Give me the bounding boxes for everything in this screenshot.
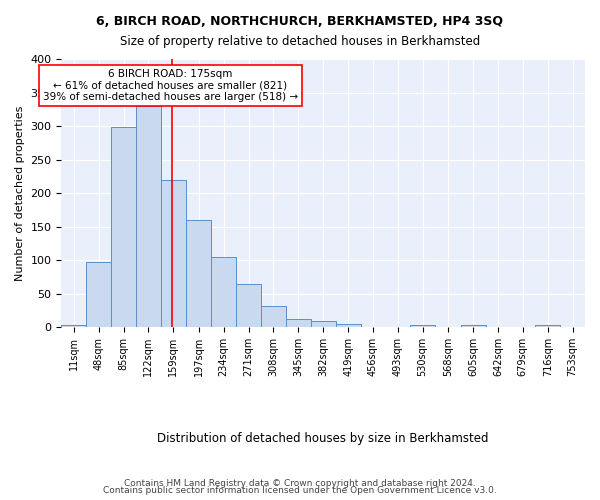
- Bar: [187, 220, 211, 328]
- Bar: [236, 284, 261, 328]
- Bar: [61, 326, 86, 328]
- Text: 6, BIRCH ROAD, NORTHCHURCH, BERKHAMSTED, HP4 3SQ: 6, BIRCH ROAD, NORTHCHURCH, BERKHAMSTED,…: [97, 15, 503, 28]
- Bar: [461, 326, 485, 328]
- Bar: [261, 306, 286, 328]
- Bar: [335, 324, 361, 328]
- Bar: [211, 257, 236, 328]
- Text: 6 BIRCH ROAD: 175sqm
← 61% of detached houses are smaller (821)
39% of semi-deta: 6 BIRCH ROAD: 175sqm ← 61% of detached h…: [43, 69, 298, 102]
- Bar: [86, 262, 111, 328]
- Text: Contains public sector information licensed under the Open Government Licence v3: Contains public sector information licen…: [103, 486, 497, 495]
- Bar: [111, 127, 136, 328]
- Text: Contains HM Land Registry data © Crown copyright and database right 2024.: Contains HM Land Registry data © Crown c…: [124, 478, 476, 488]
- Bar: [311, 320, 335, 328]
- X-axis label: Distribution of detached houses by size in Berkhamsted: Distribution of detached houses by size …: [157, 432, 489, 445]
- Text: Size of property relative to detached houses in Berkhamsted: Size of property relative to detached ho…: [120, 35, 480, 48]
- Bar: [535, 326, 560, 328]
- Bar: [161, 180, 186, 328]
- Bar: [410, 326, 435, 328]
- Bar: [361, 326, 385, 328]
- Bar: [136, 106, 161, 328]
- Bar: [286, 318, 311, 328]
- Y-axis label: Number of detached properties: Number of detached properties: [15, 106, 25, 281]
